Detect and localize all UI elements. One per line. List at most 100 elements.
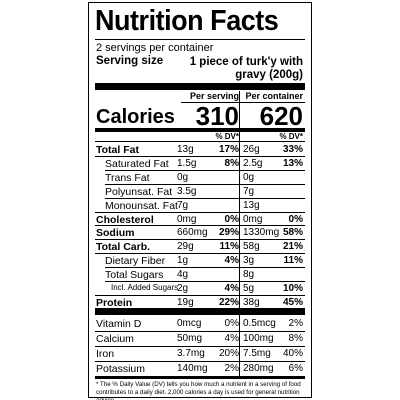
serving-amount: 2g [177, 283, 189, 294]
container-amount: 1330mg [243, 227, 280, 239]
calories-serving: 310 [195, 101, 239, 131]
serving-amount: 13g [177, 144, 194, 155]
column-divider [239, 315, 240, 376]
thick-rule [95, 83, 305, 90]
container-dv: 45% [282, 296, 303, 308]
container-dv: 21% [282, 241, 303, 253]
serving-amount: 3.5g [177, 185, 197, 197]
container-dv: 58% [282, 227, 303, 239]
nutrient-name: Incl. Added Sugars [111, 283, 179, 292]
servings: 2 servings per container [96, 42, 214, 54]
container-dv: 33% [282, 144, 303, 155]
nutrient-name: Monounsat. Fat [105, 199, 178, 212]
serving-dv: 4% [224, 255, 239, 267]
rule [105, 281, 305, 282]
container-dv: 2% [288, 318, 303, 329]
rule [95, 39, 305, 40]
nutrient-name: Sodium [96, 227, 135, 240]
container-amount: 38g [243, 296, 260, 308]
serving-amount: 0mcg [177, 318, 202, 329]
container-dv: 40% [282, 348, 303, 359]
serving-amount: 1.5g [177, 157, 197, 169]
rule [95, 331, 305, 332]
serving-size-label: Serving size [96, 55, 164, 67]
serving-amount: 29g [177, 241, 194, 253]
nutrient-name: Vitamin D [96, 318, 142, 330]
container-amount: 13g [243, 199, 260, 211]
rule [95, 225, 305, 227]
column-divider [239, 91, 240, 308]
serving-amount: 19g [177, 296, 194, 308]
serving-dv: 0% [224, 318, 239, 329]
rule [105, 183, 305, 185]
container-amount: 3g [243, 255, 255, 267]
rule [105, 267, 305, 269]
container-dv: 13% [282, 157, 303, 169]
nutrient-name: Cholesterol [96, 213, 154, 226]
rule [95, 346, 305, 347]
per-container-label: Per container [245, 91, 303, 101]
calories-label: Calories [96, 106, 175, 128]
serving-dv: 22% [218, 296, 239, 308]
serving-amount: 0mg [177, 213, 197, 225]
nutrient-name: Potassium [96, 363, 146, 375]
serving-amount: 3.7mg [177, 348, 205, 359]
serving-dv: 29% [218, 227, 239, 239]
serving-dv: 4% [224, 333, 239, 344]
serving-dv: 0% [224, 213, 239, 225]
serving-dv: 2% [224, 363, 239, 374]
container-amount: 7g [243, 185, 255, 197]
nutrient-name: Polyunsat. Fat [105, 185, 173, 198]
rule [95, 211, 305, 213]
nutrient-name: Total Fat [96, 144, 139, 156]
medium-rule [95, 128, 305, 132]
container-dv: 11% [283, 255, 303, 267]
container-dv: 10% [282, 283, 303, 294]
container-dv: 0% [288, 213, 303, 225]
nutrient-name: Dietary Fiber [105, 255, 166, 268]
serving-amount: 1g [177, 255, 189, 267]
serving-dv: 20% [218, 348, 239, 359]
nutrient-name: Total Carb. [96, 241, 151, 254]
dv-header: % DV* [215, 132, 239, 141]
container-dv: 6% [288, 363, 303, 374]
serving-amount: 0g [177, 171, 189, 183]
rule [95, 239, 305, 241]
serving-amount: 4g [177, 269, 189, 281]
container-dv: 8% [288, 333, 303, 344]
serving-amount: 50mg [177, 333, 203, 344]
serving-dv: 4% [224, 283, 239, 294]
title: Nutrition Facts [95, 5, 279, 37]
serving-amount: 140mg [177, 363, 208, 374]
rule [95, 253, 305, 255]
serving-dv: 11% [219, 241, 239, 253]
rule [105, 169, 305, 171]
serving-dv: 8% [224, 157, 239, 169]
rule [95, 294, 305, 296]
nutrient-name: Protein [96, 296, 133, 309]
container-amount: 5g [243, 283, 255, 294]
serving-size: 1 piece of turk'y with gravy (200g) [189, 56, 303, 81]
dv-header: % DV* [279, 132, 303, 141]
serving-amount: 7g [177, 199, 189, 211]
rule [181, 102, 305, 103]
thick-rule [95, 308, 305, 315]
container-amount: 2.5g [243, 157, 263, 169]
medium-rule [95, 376, 305, 379]
rule [105, 197, 305, 199]
container-amount: 58g [243, 241, 260, 253]
serving-amount: 660mg [177, 227, 208, 239]
container-amount: 0mg [243, 213, 263, 225]
nutrition-label: Nutrition Facts 2 servings per container… [88, 2, 312, 400]
nutrient-name: Total Sugars [105, 269, 164, 282]
container-amount: 8g [243, 269, 255, 281]
nutrient-name: Iron [96, 348, 115, 360]
rule [95, 141, 305, 142]
rule [95, 155, 305, 157]
footnote: * The % Daily Value (DV) tells you how m… [96, 381, 301, 400]
container-amount: 7.5mg [243, 348, 271, 359]
calories-container: 620 [259, 101, 303, 131]
per-serving-label: Per serving [189, 91, 239, 101]
container-amount: 0g [243, 171, 255, 183]
